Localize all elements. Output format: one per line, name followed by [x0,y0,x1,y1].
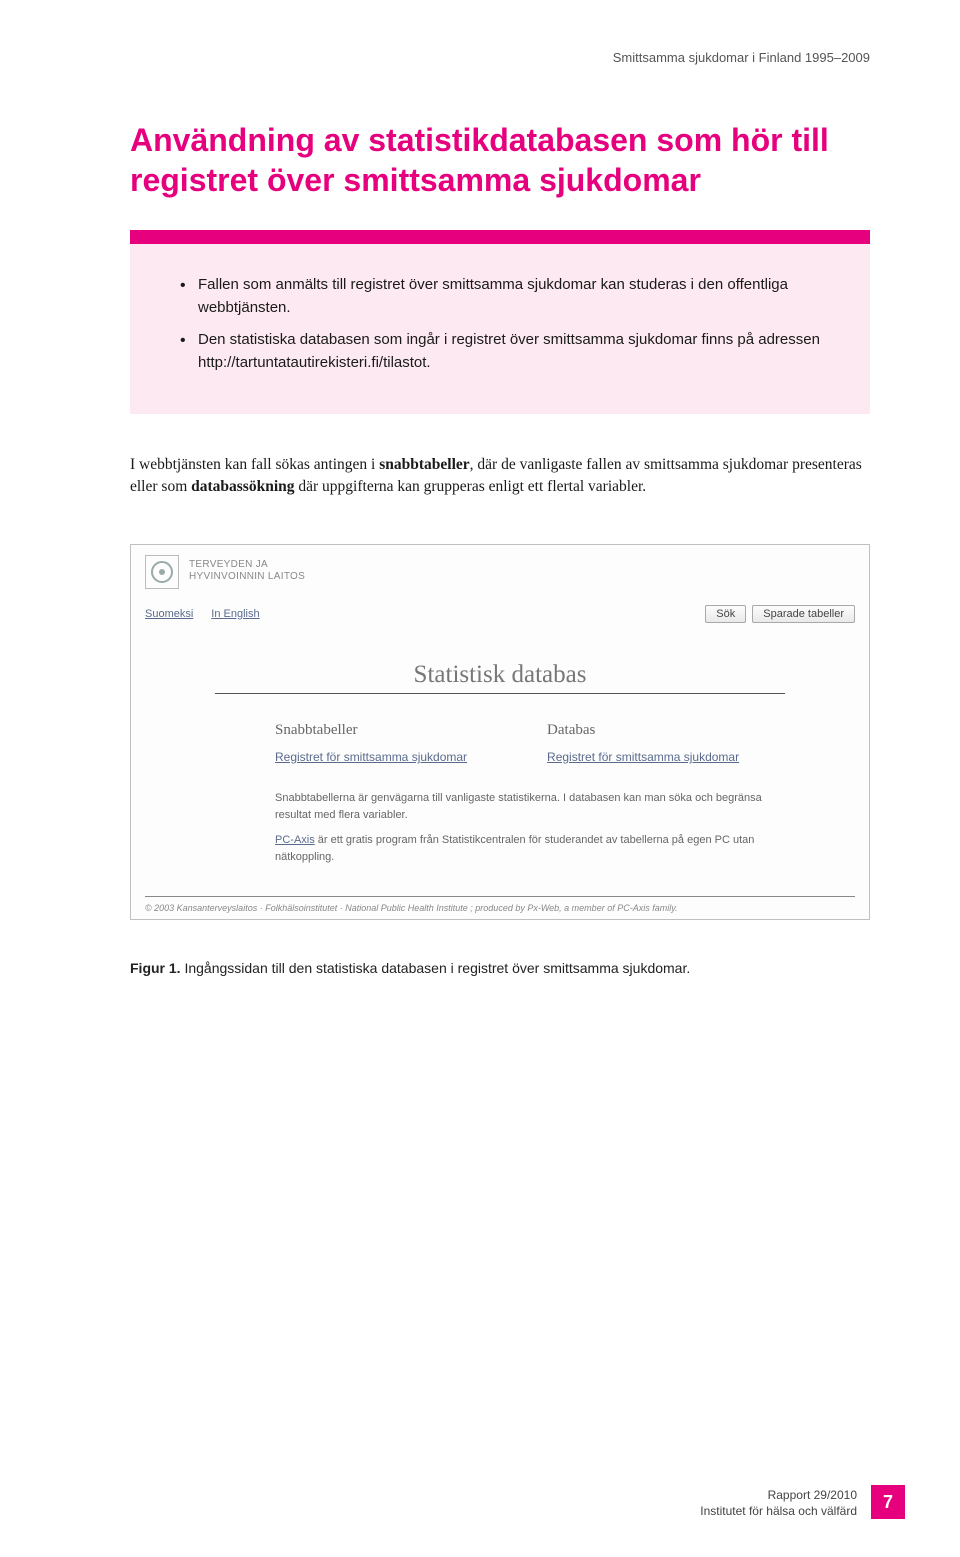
screenshot-main-title: Statistisk databas [215,661,785,694]
pcaxis-link[interactable]: PC-Axis [275,834,315,846]
saved-tables-button[interactable]: Sparade tabeller [752,605,855,623]
lang-link-english[interactable]: In English [211,608,259,620]
figure-caption: Figur 1. Ingångssidan till den statistis… [130,960,870,976]
screenshot-desc-text: är ett gratis program från Statistikcent… [275,834,754,863]
col-link-databas[interactable]: Registret för smittsamma sjukdomar [547,749,739,766]
page-footer: Rapport 29/2010 Institutet för hälsa och… [700,1485,905,1519]
body-text: I webbtjänsten kan fall sökas antingen i [130,456,379,473]
org-line: TERVEYDEN JA [189,559,305,572]
bullet-item: Den statistiska databasen som ingår i re… [180,329,830,374]
screenshot-footer: © 2003 Kansanterveyslaitos · Folkhälsoin… [145,896,855,913]
org-line: HYVINVOINNIN LAITOS [189,571,305,584]
screenshot-desc: PC-Axis är ett gratis program från Stati… [275,832,785,866]
col-heading-snabbtabeller: Snabbtabeller [275,722,467,739]
embedded-screenshot: TERVEYDEN JA HYVINVOINNIN LAITOS Suomeks… [130,544,870,920]
col-heading-databas: Databas [547,722,739,739]
body-bold: snabbtabeller [379,456,469,473]
screenshot-desc: Snabbtabellerna är genvägarna till vanli… [275,790,785,824]
lang-link-suomeksi[interactable]: Suomeksi [145,608,193,620]
body-paragraph: I webbtjänsten kan fall sökas antingen i… [130,454,870,499]
running-header: Smittsamma sjukdomar i Finland 1995–2009 [130,50,870,65]
caption-label: Figur 1. [130,960,181,976]
highlight-box: Fallen som anmälts till registret över s… [130,244,870,414]
caption-text: Ingångssidan till den statistiska databa… [181,960,691,976]
footer-report: Rapport 29/2010 [700,1487,857,1503]
body-text: där uppgifterna kan grupperas enligt ett… [295,478,647,495]
title-underline-bar [130,230,870,244]
search-button[interactable]: Sök [705,605,746,623]
bullet-item: Fallen som anmälts till registret över s… [180,274,830,319]
thl-logo-icon [145,555,179,589]
body-bold: databassökning [191,478,294,495]
page-number: 7 [871,1485,905,1519]
org-name: TERVEYDEN JA HYVINVOINNIN LAITOS [189,555,305,584]
page-title: Användning av statistikdatabasen som hör… [130,120,870,200]
col-link-snabbtabeller[interactable]: Registret för smittsamma sjukdomar [275,749,467,766]
footer-institute: Institutet för hälsa och välfärd [700,1503,857,1519]
